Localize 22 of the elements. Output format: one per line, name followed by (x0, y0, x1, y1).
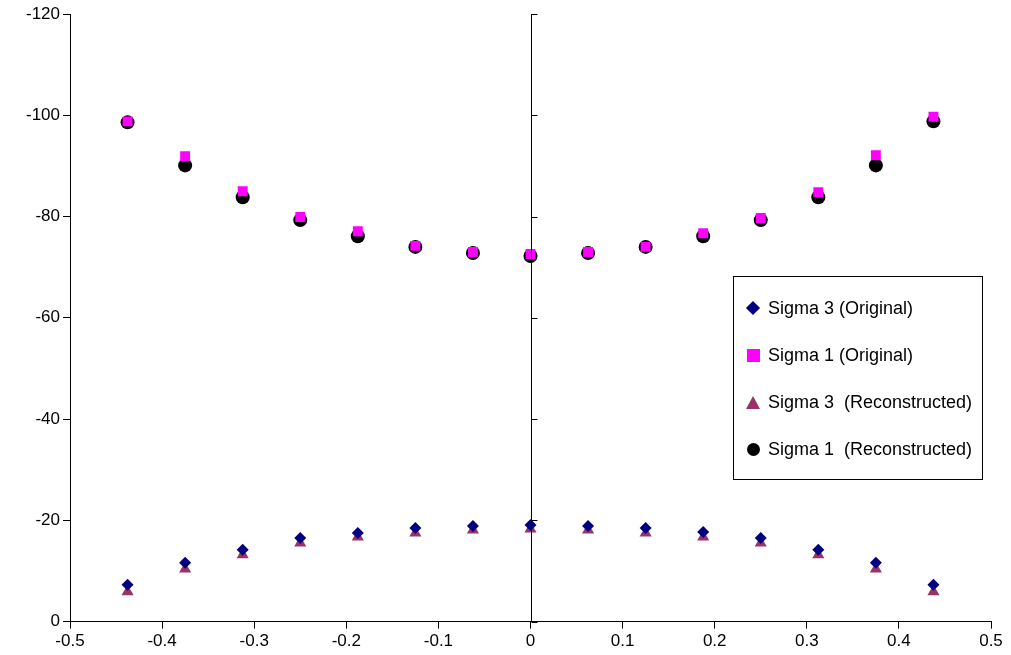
x-tick-label: 0.1 (610, 631, 635, 651)
x-tick-label: -0.1 (423, 631, 454, 651)
x-tick-label: 0 (525, 631, 536, 651)
y-tick-label: -20 (35, 510, 60, 530)
y-tick-label: -120 (25, 3, 60, 23)
y-tick-label: -80 (35, 206, 60, 226)
y-tick-label: -100 (25, 104, 60, 124)
x-tick-label: 0.5 (979, 631, 1003, 651)
legend-label: Sigma 3 (Reconstructed) (768, 391, 973, 413)
legend-label: Sigma 1 (Original) (768, 344, 914, 366)
x-tick-label: 0.3 (794, 631, 819, 651)
x-tick-label: 0.2 (702, 631, 727, 651)
x-tick-label: -0.3 (239, 631, 269, 651)
y-tick-label: -60 (35, 307, 60, 327)
y-tick-label: -40 (35, 408, 60, 428)
x-tick-label: -0.2 (331, 631, 361, 651)
legend-label: Sigma 3 (Original) (768, 297, 914, 319)
x-tick-label: -0.5 (55, 631, 85, 651)
legend-label: Sigma 1 (Reconstructed) (768, 438, 973, 460)
x-tick-label: 0.4 (887, 631, 911, 651)
y-tick-label: 0 (50, 611, 60, 631)
x-tick-label: -0.4 (147, 631, 177, 651)
